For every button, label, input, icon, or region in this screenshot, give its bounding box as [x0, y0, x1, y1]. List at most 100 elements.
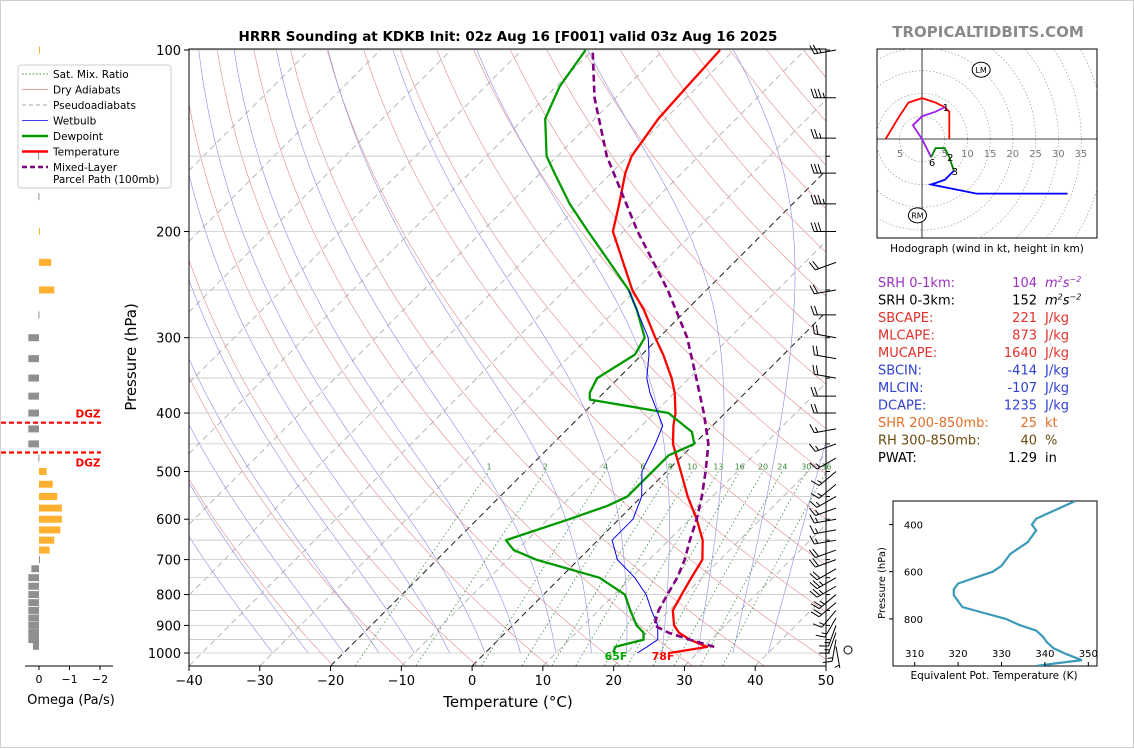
mixing-ratio-label: 4: [603, 462, 608, 471]
y-tick-label: 400: [156, 407, 181, 422]
theta-e-ylabel: Pressure (hPa): [877, 547, 888, 619]
moist-adiabat: [588, 50, 724, 653]
moist-adiabat: [199, 50, 485, 653]
mixing-ratio-label: 8: [668, 462, 673, 471]
omega-bar: [28, 607, 39, 614]
wind-barb: [811, 223, 836, 232]
param-value: 104: [1012, 276, 1037, 291]
legend-label: Dry Adiabats: [53, 85, 121, 97]
param-label: SRH 0-1km:: [878, 276, 955, 291]
isotherm: [189, 50, 805, 666]
x-tick-label: −10: [388, 674, 415, 689]
mixing-ratio-line: [576, 472, 693, 666]
theta-e-xlabel: Equivalent Pot. Temperature (K): [910, 670, 1077, 682]
chart-title: HRRR Sounding at KDKB Init: 02z Aug 16 […: [239, 29, 778, 45]
isotherm: [260, 50, 876, 666]
moist-adiabat: [276, 50, 556, 653]
wind-barb: [809, 500, 836, 517]
param-value: 152: [1012, 294, 1037, 309]
surface-dewpoint-label: 65F: [605, 650, 628, 663]
x-tick-label: 50: [818, 674, 835, 689]
hodograph-ring-label: 30: [1052, 149, 1065, 160]
y-tick-label: 600: [156, 513, 181, 528]
param-units: m2s−2: [1045, 275, 1081, 291]
omega-bar: [39, 505, 62, 512]
omega-bar: [28, 574, 39, 581]
omega-bar: [39, 468, 47, 475]
omega-bar: [33, 643, 39, 650]
omega-bar: [39, 526, 60, 533]
omega-bar: [39, 537, 54, 544]
mixing-ratio-line: [723, 472, 827, 666]
param-value: 25: [1020, 416, 1037, 431]
storm-motion-label: RM: [911, 211, 924, 220]
mixing-ratio-label: 16: [735, 462, 745, 471]
hodograph-caption: Hodograph (wind in kt, height in km): [890, 243, 1084, 255]
dgz-label: DGZ: [76, 457, 101, 469]
wind-barb: [811, 324, 837, 337]
theta-e-xtick-label: 340: [1035, 649, 1054, 660]
theta-e-ytick-label: 400: [904, 521, 923, 532]
param-units: J/kg: [1044, 399, 1069, 414]
isotherm-minus20: [331, 50, 947, 666]
wind-barb: [811, 477, 836, 500]
legend-label: Parcel Path (100mb): [53, 174, 159, 186]
y-axis-label: Pressure (hPa): [122, 303, 140, 411]
watermark: TROPICALTIDBITS.COM: [892, 23, 1084, 41]
omega-bar: [39, 259, 51, 266]
hodograph-height-label: 6: [929, 158, 935, 169]
wind-barb: [819, 622, 836, 649]
legend-label: Sat. Mix. Ratio: [53, 69, 129, 81]
y-tick-label: 500: [156, 465, 181, 480]
omega-bar: [28, 599, 39, 606]
param-value: -107: [1007, 381, 1037, 396]
omega-tick-label: −1: [61, 673, 77, 686]
x-tick-label: 10: [535, 674, 552, 689]
dry-adiabat: [254, 50, 692, 666]
x-tick-label: −30: [246, 674, 273, 689]
mixing-ratio-label: 2: [543, 462, 548, 471]
param-value: 1640: [1004, 346, 1037, 361]
omega-bar: [38, 193, 39, 200]
moist-adiabat: [234, 50, 520, 653]
param-label: MLCAPE:: [878, 329, 935, 344]
param-units: J/kg: [1044, 346, 1069, 361]
wind-barb: [810, 420, 836, 433]
wind-barb: [811, 164, 836, 173]
param-value: 221: [1012, 311, 1037, 326]
omega-bar: [39, 228, 40, 235]
omega-bar: [28, 622, 39, 629]
omega-bar: [38, 455, 39, 462]
wind-barb: [811, 89, 836, 98]
theta-e-frame: [893, 501, 1097, 666]
param-value: 40: [1020, 434, 1037, 449]
mixing-ratio-label: 13: [713, 462, 723, 471]
omega-bar: [39, 547, 50, 554]
legend-label: Mixed-Layer: [53, 162, 118, 174]
omega-bar: [28, 334, 39, 341]
hodograph-ring-label: 20: [1006, 149, 1019, 160]
hodograph-frame: [877, 49, 1097, 238]
param-units: %: [1045, 434, 1057, 449]
omega-bar: [39, 556, 40, 563]
omega-bar: [28, 591, 39, 598]
legend-label: Temperature: [52, 147, 120, 159]
omega-bar: [39, 516, 62, 523]
isobar-gridlines: [189, 50, 826, 653]
x-tick-label: −20: [317, 674, 344, 689]
storm-motion-label: LM: [975, 66, 986, 75]
omega-bar: [28, 410, 39, 417]
param-units: kt: [1045, 416, 1058, 431]
hodograph-ring-label: 35: [1075, 149, 1088, 160]
param-value: 1.29: [1008, 451, 1037, 466]
wind-barb: [811, 195, 836, 204]
legend-label: Dewpoint: [53, 131, 103, 143]
omega-bar: [28, 375, 39, 382]
param-value: 1235: [1004, 399, 1037, 414]
omega-bar: [39, 286, 54, 293]
surface-temperature-label: 78F: [652, 650, 675, 663]
wind-barb: [810, 281, 836, 294]
